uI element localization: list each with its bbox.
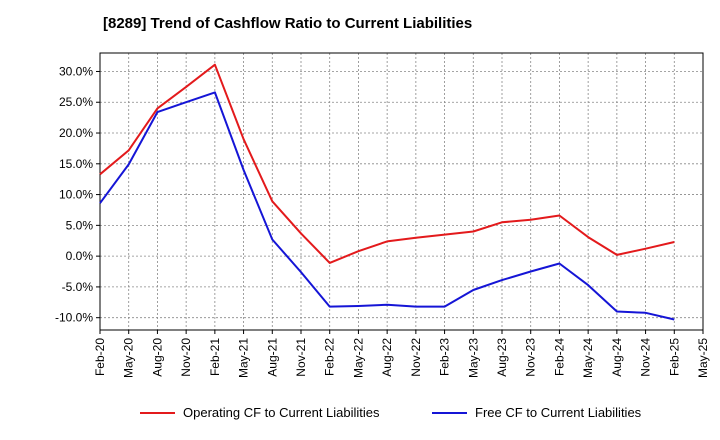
legend-swatch-free-cf — [432, 411, 467, 414]
y-tick-label: 20.0% — [59, 126, 93, 140]
x-tick-label: Feb-21 — [208, 338, 222, 376]
y-tick-label: 25.0% — [59, 95, 93, 109]
x-tick-label: May-20 — [122, 338, 136, 378]
x-tick-label: Nov-22 — [409, 338, 423, 377]
plot-area — [99, 52, 704, 331]
legend-item-operating-cf: Operating CF to Current Liabilities — [140, 405, 380, 420]
legend-label-operating-cf: Operating CF to Current Liabilities — [183, 405, 380, 420]
x-tick-label: Feb-24 — [552, 338, 566, 376]
y-tick-label: 15.0% — [59, 157, 93, 171]
y-tick-label: -5.0% — [62, 280, 94, 294]
x-tick-label: Aug-22 — [380, 338, 394, 377]
legend-swatch-operating-cf — [140, 411, 175, 414]
y-tick-label: 0.0% — [66, 249, 94, 263]
x-tick-label: Nov-20 — [179, 338, 193, 377]
y-tick-label: -10.0% — [55, 311, 93, 325]
legend-label-free-cf: Free CF to Current Liabilities — [475, 405, 642, 420]
series — [99, 63, 675, 321]
y-tick-label: 10.0% — [59, 188, 93, 202]
x-tick-label: Nov-24 — [639, 338, 653, 377]
x-tick-label: Aug-20 — [150, 338, 164, 377]
x-tick-label: Feb-22 — [323, 338, 337, 376]
y-axis: 30.0% 25.0% 20.0% 15.0% 10.0% 5.0% 0.0% -5.0% -1… — [55, 64, 100, 325]
legend-item-free-cf: Free CF to Current Liabilities — [432, 405, 641, 420]
series-line-free-cf — [99, 91, 675, 321]
chart-title: [8289] Trend of Cashflow Ratio to Curren… — [103, 15, 473, 32]
x-tick-label: Aug-24 — [610, 338, 624, 377]
x-tick-label: Aug-21 — [265, 338, 279, 377]
x-tick-label: Aug-23 — [495, 338, 509, 377]
x-tick-label: Nov-21 — [294, 338, 308, 377]
grid — [99, 53, 704, 330]
y-tick-label: 30.0% — [59, 64, 93, 78]
x-axis: Feb-20 May-20 Aug-20 Nov-20 Feb-21 May-21 Aug-… — [93, 330, 710, 378]
x-tick-label: Feb-23 — [438, 338, 452, 376]
x-tick-label: Feb-20 — [93, 338, 107, 376]
x-tick-label: May-23 — [466, 338, 480, 378]
x-tick-label: May-24 — [581, 338, 595, 378]
x-tick-label: Nov-23 — [524, 338, 538, 377]
series-line-operating-cf — [99, 63, 675, 264]
x-tick-label: May-21 — [237, 338, 251, 378]
x-tick-label: Feb-25 — [667, 338, 681, 376]
y-tick-label: 5.0% — [66, 218, 94, 232]
x-tick-label: May-22 — [351, 338, 365, 378]
x-tick-label: May-25 — [696, 338, 710, 378]
